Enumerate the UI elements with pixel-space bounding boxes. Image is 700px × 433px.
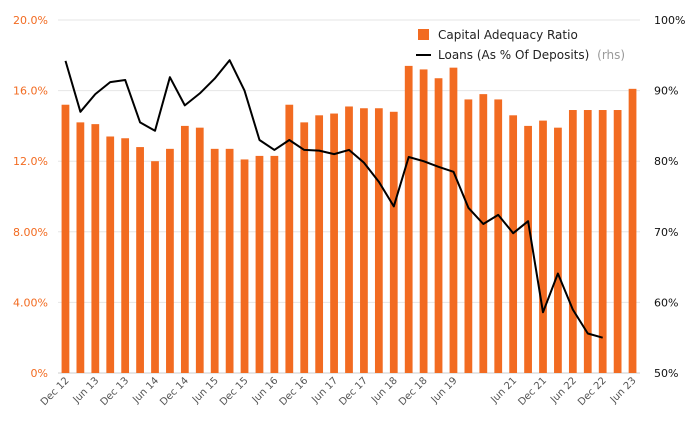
x-tick-label: Jun 19 [429,375,460,406]
legend-label-loans-suffix: (rhs) [597,48,625,62]
y-right-tick-label: 100% [654,14,685,27]
loans-line [64,59,603,339]
x-tick-label: Dec 22 [576,375,609,408]
legend-label-car: Capital Adequacy Ratio [438,28,578,42]
bar [300,122,309,374]
bar [479,94,488,373]
bar [374,108,383,373]
bar [330,113,338,374]
bar [136,147,144,373]
bar [345,106,353,374]
bar [554,127,562,373]
left-axis: 0% 4.00% 8.00% 12.0% 16.0% 20.0% [13,14,48,380]
bar [598,110,607,373]
y-left-tick-label: 20.0% [13,14,48,27]
x-tick-label: Jun 17 [309,375,340,406]
bar [404,65,413,373]
y-left-tick-label: 12.0% [13,155,48,168]
y-left-tick-label: 4.00% [13,296,48,309]
right-axis: 50% 60% 70% 80% 90% 100% [654,14,685,380]
legend: Capital Adequacy Ratio Loans (As % Of De… [416,28,625,62]
bar [419,69,428,374]
bar [106,136,115,373]
line-series [64,59,603,339]
y-right-tick-label: 80% [654,155,678,168]
x-tick-label: Jun 16 [250,375,281,406]
bar [240,159,249,373]
legend-label-loans: Loans (As % Of Deposits) (rhs) [438,48,625,62]
x-tick-label: Jun 22 [548,375,579,406]
legend-label-loans-main: Loans (As % Of Deposits) [438,48,589,62]
bar [180,125,189,374]
bar [613,110,622,373]
bar [121,138,130,373]
bar [210,148,219,373]
bar [539,120,547,373]
bar [389,111,398,373]
y-right-tick-label: 70% [654,226,678,239]
x-tick-label: Jun 13 [71,375,102,406]
bar [270,155,279,373]
x-tick-label: Dec 18 [397,375,430,408]
bar-series [61,65,637,374]
bar [449,67,458,373]
x-tick-label: Dec 21 [516,375,549,408]
bar [360,108,368,373]
x-tick-label: Dec 13 [99,375,132,408]
bar [61,104,70,373]
x-tick-label: Dec 17 [337,375,370,408]
y-left-tick-label: 0% [31,367,48,380]
x-tick-label: Dec 14 [158,375,191,408]
bar [166,148,174,373]
bar [225,148,234,373]
bar [524,125,532,374]
y-left-tick-label: 16.0% [13,85,48,98]
y-right-tick-label: 50% [654,367,678,380]
bar [568,110,577,373]
y-left-tick-label: 8.00% [13,226,48,239]
bar [464,99,473,374]
bar [76,122,85,374]
x-tick-label: Dec 15 [218,375,251,408]
x-tick-label: Jun 14 [130,375,161,406]
x-tick-label: Jun 18 [369,375,400,406]
x-tick-label: Jun 23 [608,375,639,406]
bar [628,88,637,374]
bar [509,115,518,373]
bar [255,155,264,373]
x-tick-label: Dec 12 [39,375,72,408]
bar [434,78,443,374]
x-tick-label: Dec 16 [278,375,311,408]
bar [91,124,100,373]
bar [494,99,503,374]
bar [285,104,294,373]
y-right-tick-label: 60% [654,296,678,309]
bar [195,127,204,373]
x-tick-label: Jun 15 [190,375,221,406]
bar [151,161,159,373]
bar [315,115,324,373]
legend-swatch-bar [418,29,429,40]
bar [583,110,592,373]
x-tick-label: Jun 21 [488,375,519,406]
y-right-tick-label: 90% [654,85,678,98]
